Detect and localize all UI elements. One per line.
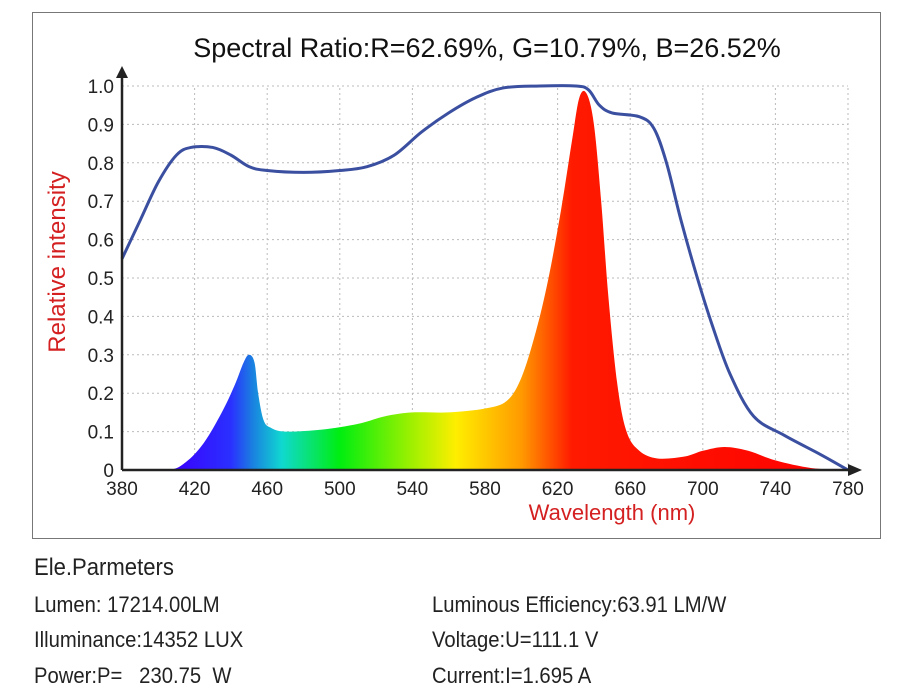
x-tick-label: 460 bbox=[251, 479, 283, 500]
current-value: Current:I=1.695 A bbox=[432, 663, 592, 688]
spectrum-area bbox=[122, 90, 848, 471]
power-value: Power:P= 230.75 W bbox=[34, 663, 232, 688]
illuminance-value: Illuminance:14352 LUX bbox=[34, 627, 244, 652]
spectrum-chart: 0 0.1 0.2 0.3 0.4 0.5 0.6 0.7 0.8 0.9 1.0 380 420 460… bbox=[44, 33, 864, 525]
y-tick-label: 0.6 bbox=[88, 231, 114, 252]
y-tick-label: 0.8 bbox=[88, 154, 114, 175]
voltage-value: Voltage:U=111.1 V bbox=[432, 627, 599, 652]
x-tick-label: 660 bbox=[614, 479, 646, 500]
y-tick-label: 0.7 bbox=[88, 192, 114, 213]
y-tick-label: 0.2 bbox=[88, 384, 114, 405]
y-tick-label: 1.0 bbox=[88, 77, 114, 98]
x-tick-label: 540 bbox=[397, 479, 429, 500]
x-tick-label: 580 bbox=[469, 479, 501, 500]
y-tick-label: 0.5 bbox=[88, 269, 114, 290]
efficiency-value: Luminous Efficiency:63.91 LM/W bbox=[432, 592, 727, 617]
x-tick-label: 420 bbox=[179, 479, 211, 500]
y-tick-label: 0.1 bbox=[88, 423, 114, 444]
y-tick-label: 0.4 bbox=[88, 307, 115, 328]
x-axis-label: Wavelength (nm) bbox=[529, 500, 696, 525]
params-heading: Ele.Parmeters bbox=[34, 554, 174, 581]
x-tick-label: 700 bbox=[687, 479, 719, 500]
y-tick-label: 0.9 bbox=[88, 115, 114, 136]
chart-title: Spectral Ratio:R=62.69%, G=10.79%, B=26.… bbox=[193, 33, 781, 63]
response-curve bbox=[120, 84, 849, 472]
chart-panel bbox=[32, 12, 881, 539]
x-axis-arrow bbox=[848, 464, 862, 476]
y-tick-label: 0.3 bbox=[88, 346, 114, 367]
x-tick-label: 380 bbox=[106, 479, 138, 500]
lumen-value: Lumen: 17214.00LM bbox=[34, 592, 220, 617]
x-tick-label: 620 bbox=[542, 479, 574, 500]
y-tick-label: 0 bbox=[103, 461, 114, 482]
y-axis-arrow bbox=[116, 66, 128, 78]
y-axis-label: Relative intensity bbox=[44, 171, 71, 352]
x-tick-label: 780 bbox=[832, 479, 864, 500]
x-tick-label: 500 bbox=[324, 479, 356, 500]
x-tick-label: 740 bbox=[760, 479, 792, 500]
